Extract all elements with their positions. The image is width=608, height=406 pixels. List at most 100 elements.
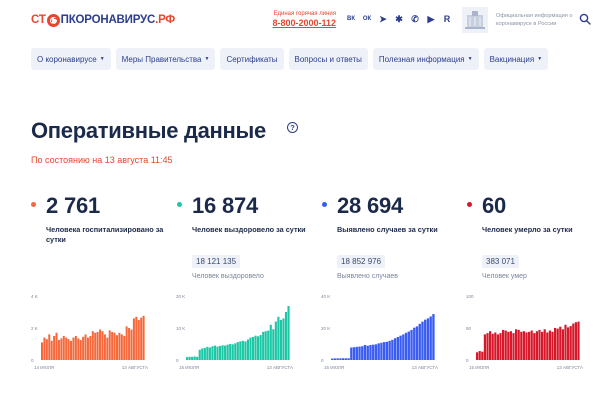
- chart-deaths[interactable]: 100 50 0 15 ИЮЛЯ 13 АВГУСТА: [466, 292, 586, 372]
- bar: [125, 326, 128, 360]
- nav-item-label: Вопросы и ответы: [294, 54, 362, 64]
- nav-item-2[interactable]: Сертификаты: [220, 48, 284, 70]
- viber-icon[interactable]: ✆: [411, 13, 419, 24]
- bar: [123, 336, 126, 360]
- bar: [267, 330, 270, 360]
- bar: [45, 339, 48, 360]
- bar: [82, 336, 85, 360]
- stat-total-label: Человек выздоровело: [192, 273, 264, 280]
- stat-total: 18 121 135: [192, 255, 241, 268]
- x-tick-label: 15 ИЮЛЯ: [469, 365, 489, 370]
- bar: [213, 345, 217, 360]
- bar: [216, 346, 219, 360]
- bar: [481, 351, 484, 360]
- hotline-phone-link[interactable]: 8-800-2000-112: [272, 18, 336, 28]
- bar: [380, 342, 383, 360]
- stat-value: 28 694: [337, 193, 404, 218]
- chart-deaths-svg: 100 50 015 ИЮЛЯ 13 АВГУСТА: [466, 294, 583, 370]
- nav-item-4[interactable]: Полезная информация ▼: [372, 48, 479, 70]
- bar: [402, 334, 405, 360]
- bar: [424, 319, 427, 360]
- help-icon[interactable]: ?: [287, 122, 298, 133]
- bar: [274, 321, 277, 360]
- logo-text-1: СТ: [31, 14, 46, 26]
- nav-item-0[interactable]: О коронавирусе ▼: [31, 48, 111, 70]
- bar: [120, 334, 123, 360]
- x-tick-label: 15 ИЮЛЯ: [179, 365, 199, 370]
- yandex-zen-icon[interactable]: ✱: [395, 13, 403, 24]
- stat-value: 60: [482, 193, 507, 218]
- bar: [249, 337, 252, 360]
- bar: [86, 337, 89, 360]
- bar: [525, 332, 528, 360]
- gov-info-text[interactable]: Официальная информация о коронавирусе в …: [496, 13, 573, 27]
- bar: [509, 331, 512, 360]
- bar: [221, 345, 224, 360]
- x-tick-label: 14 ИЮЛЯ: [34, 365, 54, 370]
- bar: [74, 336, 77, 360]
- government-emblem-icon[interactable]: [461, 6, 489, 34]
- bar: [399, 335, 402, 360]
- bar: [515, 329, 518, 360]
- y-tick-label: 0: [31, 358, 34, 363]
- bar: [569, 326, 572, 360]
- chart-hospitalized[interactable]: 4 K 2 K 0 14 ИЮЛЯ 13 АВГУСТА: [31, 292, 151, 372]
- telegram-icon[interactable]: ➤: [379, 13, 387, 24]
- y-tick-label: 10 K: [176, 326, 185, 331]
- bar: [72, 337, 75, 360]
- bar: [363, 344, 367, 360]
- bar: [347, 358, 350, 360]
- bar: [279, 320, 282, 360]
- bar: [277, 316, 280, 360]
- bar: [535, 331, 538, 360]
- stat-label: Человек выздоровело за сутки: [192, 225, 306, 234]
- bar: [333, 358, 337, 360]
- logo-text-3: .РФ: [155, 14, 176, 26]
- chevron-down-icon: ▼: [537, 56, 543, 62]
- bar: [352, 347, 356, 360]
- x-tick-label: 13 АВГУСТА: [412, 365, 438, 370]
- nav-item-1[interactable]: Меры Правительства ▼: [115, 48, 216, 70]
- search-icon[interactable]: [579, 13, 591, 25]
- vk-icon[interactable]: ВК: [347, 16, 355, 22]
- bar: [429, 316, 432, 360]
- chevron-down-icon: ▼: [204, 56, 210, 62]
- bar: [491, 333, 494, 360]
- bar: [512, 333, 515, 360]
- y-tick-label: 40 K: [321, 294, 330, 299]
- bar: [186, 357, 189, 360]
- bar: [77, 338, 80, 360]
- bar: [355, 346, 358, 360]
- nav-item-3[interactable]: Вопросы и ответы: [288, 48, 368, 70]
- bar: [410, 329, 413, 360]
- bar: [361, 346, 364, 360]
- bar: [241, 340, 244, 360]
- bar: [272, 329, 275, 360]
- bar: [55, 332, 58, 360]
- bar: [577, 321, 580, 360]
- bar: [358, 346, 361, 360]
- bar: [254, 335, 257, 360]
- site-logo[interactable]: СТ ПКОРОНАВИРУС .РФ: [31, 12, 175, 28]
- y-tick-label: 0: [466, 358, 469, 363]
- chart-cases[interactable]: 40 K 20 K 0 15 ИЮЛЯ 13 АВГУСТА: [321, 292, 441, 372]
- cases-dot: [322, 202, 327, 207]
- youtube-icon[interactable]: ▶: [427, 13, 435, 24]
- ok-icon[interactable]: ОК: [362, 16, 372, 22]
- logo-ring-icon: [46, 13, 60, 27]
- y-tick-label: 100: [466, 294, 474, 299]
- chart-recovered[interactable]: 20 K 10 K 0 15 ИЮЛЯ 13 АВГУСТА: [176, 292, 296, 372]
- y-tick-label: 0: [176, 358, 179, 363]
- bar: [567, 327, 570, 360]
- x-tick-label: 13 АВГУСТА: [267, 365, 293, 370]
- bar: [393, 338, 397, 360]
- bar: [106, 337, 109, 360]
- bar: [377, 343, 380, 360]
- x-tick-label: 13 АВГУСТА: [557, 365, 583, 370]
- hotline: Единая горячая линия 8-800-2000-112: [268, 10, 336, 29]
- stat-label: Человек умерло за сутки: [482, 225, 573, 234]
- rutube-icon[interactable]: R: [443, 14, 451, 24]
- nav-item-5[interactable]: Вакцинация ▼: [483, 48, 549, 70]
- bar: [239, 341, 242, 360]
- bar: [262, 331, 265, 360]
